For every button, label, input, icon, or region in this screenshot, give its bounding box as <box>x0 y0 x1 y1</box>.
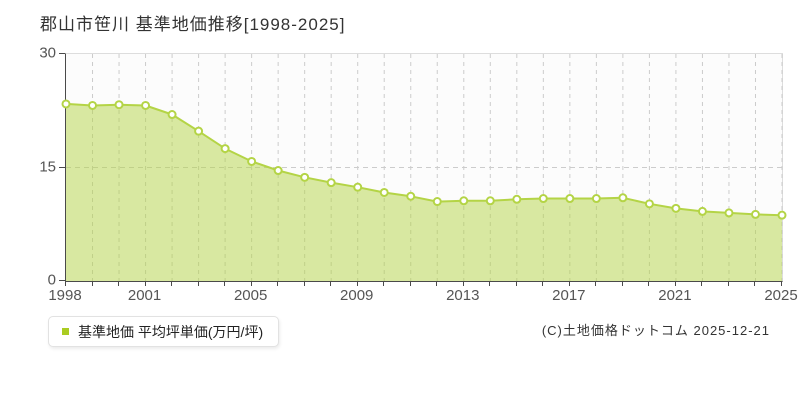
data-point <box>432 197 442 207</box>
x-axis-tick <box>462 281 464 286</box>
data-point <box>326 178 336 188</box>
data-line <box>65 102 783 217</box>
data-point <box>379 187 389 197</box>
x-axis-tick <box>436 281 438 286</box>
x-axis-tick-label: 2001 <box>127 287 162 304</box>
x-axis-tick <box>197 281 199 286</box>
y-axis-tick-label: 30 <box>39 44 56 62</box>
data-point <box>141 100 151 110</box>
data-point <box>724 208 734 218</box>
x-axis-tick <box>727 281 729 286</box>
x-axis-tick <box>356 281 358 286</box>
data-point <box>114 100 124 110</box>
x-axis-tick-label: 1998 <box>48 287 82 304</box>
data-point <box>353 182 363 192</box>
x-axis-tick <box>621 281 623 286</box>
x-axis-tick <box>674 281 676 286</box>
x-axis-tick <box>781 281 782 286</box>
y-axis-tick <box>59 280 65 281</box>
data-point <box>644 199 654 209</box>
data-point <box>565 194 575 204</box>
area-fill <box>66 103 782 282</box>
data-point <box>618 193 628 203</box>
data-point <box>61 99 71 109</box>
x-axis-tick-label: 2025 <box>764 287 798 304</box>
data-point <box>167 110 177 120</box>
x-axis-tick-label: 2005 <box>233 287 268 304</box>
x-axis-tick-label: 2013 <box>446 287 480 304</box>
chart-title: 郡山市笹川 基準地価推移[1998-2025] <box>40 15 346 34</box>
data-point <box>220 144 230 154</box>
data-point <box>512 194 522 204</box>
x-axis-tick <box>595 281 597 286</box>
y-axis-tick-label: 15 <box>39 158 56 175</box>
y-axis-tick <box>59 53 65 54</box>
data-point <box>247 156 257 166</box>
x-axis-tick <box>489 281 491 286</box>
x-axis-tick <box>144 281 146 286</box>
data-point <box>671 203 681 213</box>
data-point <box>697 206 707 216</box>
x-axis-tick <box>568 281 570 286</box>
x-axis-tick-label: 2017 <box>552 287 586 304</box>
legend-label: 基準地価 平均坪単価(万円/坪) <box>78 323 264 340</box>
data-point <box>273 166 283 176</box>
x-axis-tick-label: 2021 <box>658 287 692 304</box>
data-point <box>406 191 416 201</box>
x-axis-tick <box>250 281 252 286</box>
x-axis-tick <box>118 281 120 286</box>
x-axis-tick <box>409 281 411 286</box>
data-point <box>194 126 204 136</box>
x-axis-tick <box>303 281 305 286</box>
area-chart <box>61 54 787 282</box>
x-axis-tick <box>65 281 66 286</box>
x-axis-tick <box>383 281 385 286</box>
x-axis-tick <box>277 281 279 286</box>
x-axis-tick <box>515 281 517 286</box>
data-point <box>300 172 310 182</box>
data-point <box>459 196 469 206</box>
legend-swatch-icon <box>62 328 69 335</box>
x-axis-tick <box>701 281 703 286</box>
y-axis-tick <box>59 166 65 168</box>
data-point <box>750 209 760 219</box>
data-point <box>538 194 548 204</box>
x-axis-tick <box>224 281 226 286</box>
x-axis-tick-label: 2009 <box>340 287 374 304</box>
x-axis-tick <box>542 281 544 286</box>
data-point <box>777 210 787 220</box>
plot-area <box>61 53 787 282</box>
x-axis-tick <box>648 281 650 286</box>
x-axis-tick <box>330 281 332 286</box>
y-axis-tick-label: 0 <box>47 271 56 289</box>
data-point <box>591 194 601 204</box>
data-point <box>88 100 98 110</box>
x-axis-tick <box>91 281 93 286</box>
legend-box: 基準地価 平均坪単価(万円/坪) <box>48 316 280 347</box>
x-axis-tick <box>171 281 173 286</box>
copyright-text: (C)土地価格ドットコム 2025-12-21 <box>541 323 770 338</box>
x-axis-tick <box>754 281 756 286</box>
data-point <box>485 196 495 206</box>
